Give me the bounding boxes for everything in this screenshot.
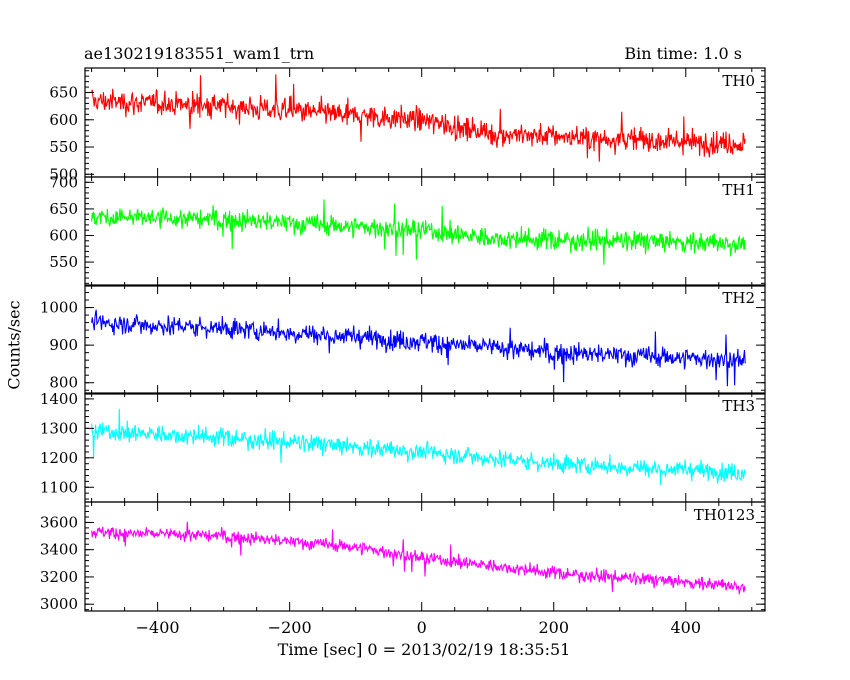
panel-frame-th1 — [84, 176, 766, 287]
y-axis-label: Counts/sec — [4, 300, 24, 390]
y-tick-label: 3600 — [40, 513, 78, 531]
panel-frame-th0123 — [84, 501, 766, 612]
panel-frame-th2 — [84, 284, 766, 395]
y-tick-label: 900 — [49, 336, 78, 354]
x-tick-label: 400 — [671, 618, 702, 637]
y-tick-label: 500 — [49, 165, 78, 183]
panel-label-th0123: TH0123 — [694, 506, 755, 524]
x-tick-label: 0 — [417, 618, 427, 637]
y-tick-label: 650 — [49, 200, 78, 218]
panel-label-th0: TH0 — [722, 72, 755, 90]
series-line-th0123 — [91, 521, 746, 595]
panel-label-th3: TH3 — [722, 397, 755, 415]
y-tick-label: 1200 — [40, 449, 78, 467]
y-tick-label: 700 — [49, 173, 78, 191]
series-line-th2 — [91, 309, 746, 387]
x-tick-label: −200 — [268, 618, 312, 637]
y-tick-label: 800 — [49, 374, 78, 392]
series-line-th1 — [91, 199, 746, 265]
panel-label-th2: TH2 — [722, 289, 755, 307]
x-axis-label: Time [sec] 0 = 2013/02/19 18:35:51 — [277, 640, 571, 659]
x-tick-label: −400 — [136, 618, 180, 637]
y-tick-label: 1300 — [40, 419, 78, 437]
y-tick-label: 1400 — [40, 390, 78, 408]
y-tick-label: 1100 — [40, 478, 78, 496]
y-tick-label: 550 — [49, 138, 78, 156]
y-tick-label: 3400 — [40, 541, 78, 559]
y-tick-label: 3000 — [40, 595, 78, 613]
y-tick-label: 600 — [49, 111, 78, 129]
series-line-th3 — [91, 408, 746, 485]
y-tick-label: 650 — [49, 84, 78, 102]
y-tick-label: 600 — [49, 226, 78, 244]
y-tick-label: 550 — [49, 253, 78, 271]
panel-frame-th3 — [84, 392, 766, 503]
bin-time-label: Bin time: 1.0 s — [624, 44, 742, 63]
x-tick-label: 200 — [538, 618, 569, 637]
y-tick-label: 1000 — [40, 299, 78, 317]
series-line-th0 — [91, 74, 746, 162]
y-tick-label: 3200 — [40, 568, 78, 586]
panel-label-th1: TH1 — [722, 181, 755, 199]
chart-title: ae130219183551_wam1_trn — [84, 44, 315, 63]
